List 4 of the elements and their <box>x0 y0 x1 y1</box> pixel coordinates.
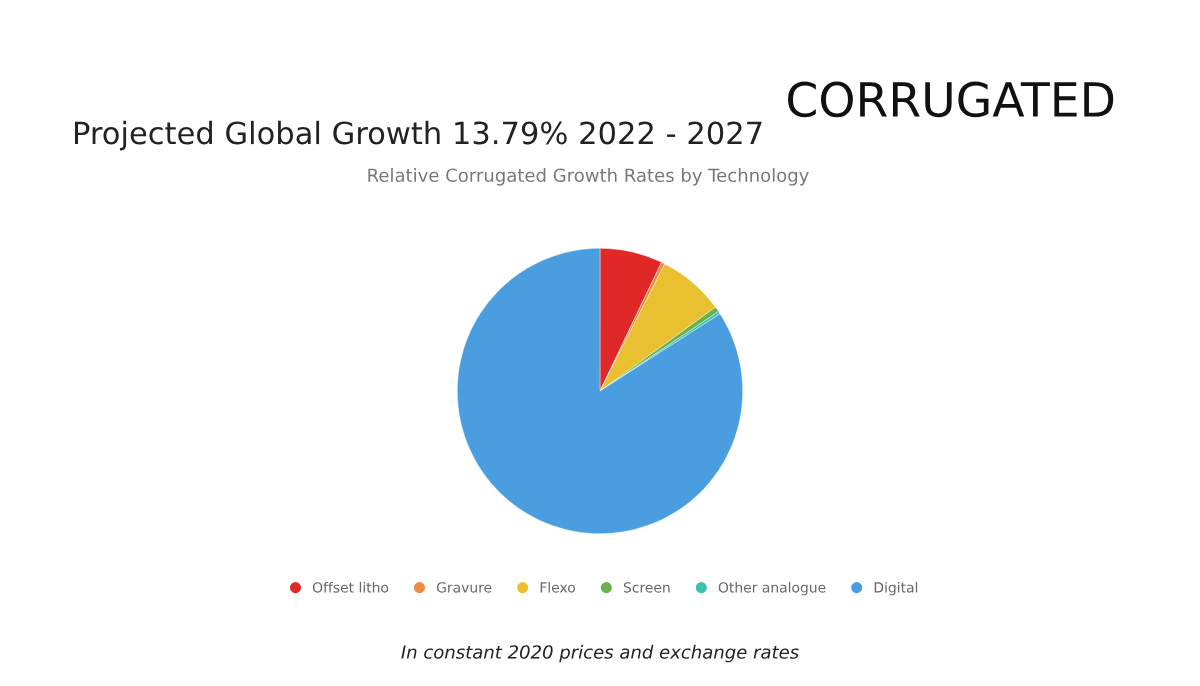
chart-subtitle: Projected Global Growth 13.79% 2022 - 2027 <box>75 120 762 151</box>
text: CORRUGATED <box>788 81 1114 118</box>
chart-title: Relative Corrugated Growth Rates by Technology <box>368 168 809 186</box>
text: In constant 2020 prices and exchange rates <box>401 644 799 663</box>
